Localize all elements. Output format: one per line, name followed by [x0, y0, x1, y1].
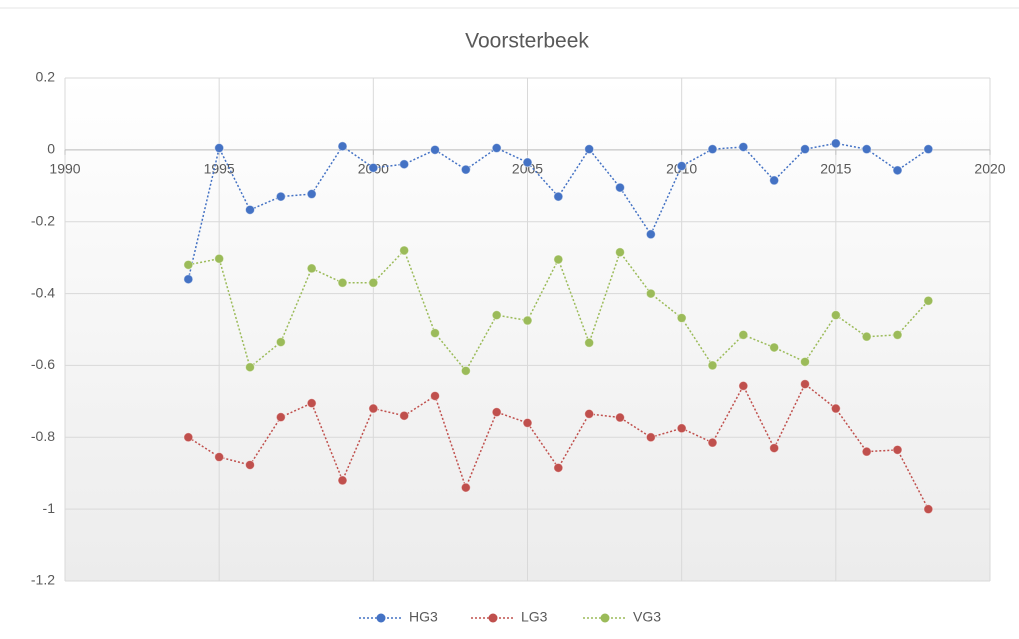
x-tick-label: 2015 [820, 161, 851, 177]
point [707, 437, 718, 448]
legend-label: LG3 [521, 609, 548, 625]
point [800, 144, 810, 155]
point [676, 161, 687, 172]
point [892, 165, 903, 176]
point [430, 390, 440, 401]
point [460, 164, 471, 175]
point [892, 329, 903, 340]
point [522, 315, 533, 326]
point [368, 162, 379, 173]
point [245, 459, 255, 470]
point [769, 342, 780, 353]
point [553, 462, 564, 473]
y-tick-label: -0.4 [31, 284, 55, 300]
legend-marker [488, 613, 498, 623]
point [861, 331, 872, 342]
point [738, 141, 749, 152]
point [430, 328, 440, 339]
point [615, 412, 625, 423]
point [584, 408, 595, 419]
point [183, 432, 194, 443]
point [738, 329, 749, 340]
legend-marker [376, 613, 386, 623]
point [491, 310, 502, 321]
point [800, 379, 810, 390]
point [275, 412, 286, 423]
point [337, 141, 348, 152]
point [861, 144, 872, 155]
point [707, 360, 718, 371]
point [553, 254, 564, 265]
point [553, 191, 564, 202]
point [676, 423, 687, 434]
point [830, 310, 841, 321]
point [769, 443, 780, 454]
point [892, 444, 903, 455]
point [337, 475, 348, 486]
point [830, 403, 841, 414]
point [368, 277, 379, 288]
y-tick-label: -0.2 [31, 212, 55, 228]
point [306, 189, 317, 200]
point [491, 407, 502, 418]
point [306, 263, 317, 274]
point [399, 159, 410, 170]
point [183, 274, 194, 285]
point [214, 143, 225, 154]
x-tick-label: 2005 [512, 161, 543, 177]
point [861, 446, 872, 457]
point [800, 356, 810, 367]
point [584, 144, 595, 155]
point [491, 143, 502, 154]
point [923, 144, 934, 155]
point [460, 365, 471, 376]
point [214, 452, 225, 463]
point [645, 432, 656, 443]
point [522, 417, 533, 428]
point [615, 182, 625, 193]
point [245, 204, 255, 215]
point [738, 380, 749, 391]
point [522, 157, 533, 168]
y-tick-label: -0.6 [31, 356, 55, 372]
y-tick-label: 0 [47, 141, 55, 157]
point [830, 138, 841, 149]
y-tick-label: -1.2 [31, 572, 55, 588]
y-tick-label: -0.8 [31, 428, 55, 444]
x-tick-label: 2020 [974, 161, 1005, 177]
point [615, 247, 625, 258]
point [245, 362, 255, 373]
point [430, 144, 440, 155]
chart-title: Voorsterbeek [465, 30, 589, 53]
x-tick-label: 1995 [204, 161, 235, 177]
point [645, 229, 656, 240]
point [183, 259, 194, 270]
point [306, 398, 317, 409]
point [399, 245, 410, 256]
point [399, 410, 410, 421]
legend-label: VG3 [633, 609, 661, 625]
point [214, 253, 225, 264]
y-tick-label: -1 [43, 500, 56, 516]
point [645, 288, 656, 299]
legend-label: HG3 [409, 609, 438, 625]
y-tick-label: 0.2 [36, 69, 56, 85]
x-tick-label: 1990 [49, 161, 80, 177]
point [368, 403, 379, 414]
legend-marker [600, 613, 610, 623]
point [275, 337, 286, 348]
point [460, 482, 471, 493]
point [275, 191, 286, 202]
point [923, 504, 934, 515]
point [337, 277, 348, 288]
point [676, 313, 687, 324]
point [769, 175, 780, 186]
point [584, 337, 595, 348]
point [707, 144, 718, 155]
point [923, 295, 934, 306]
